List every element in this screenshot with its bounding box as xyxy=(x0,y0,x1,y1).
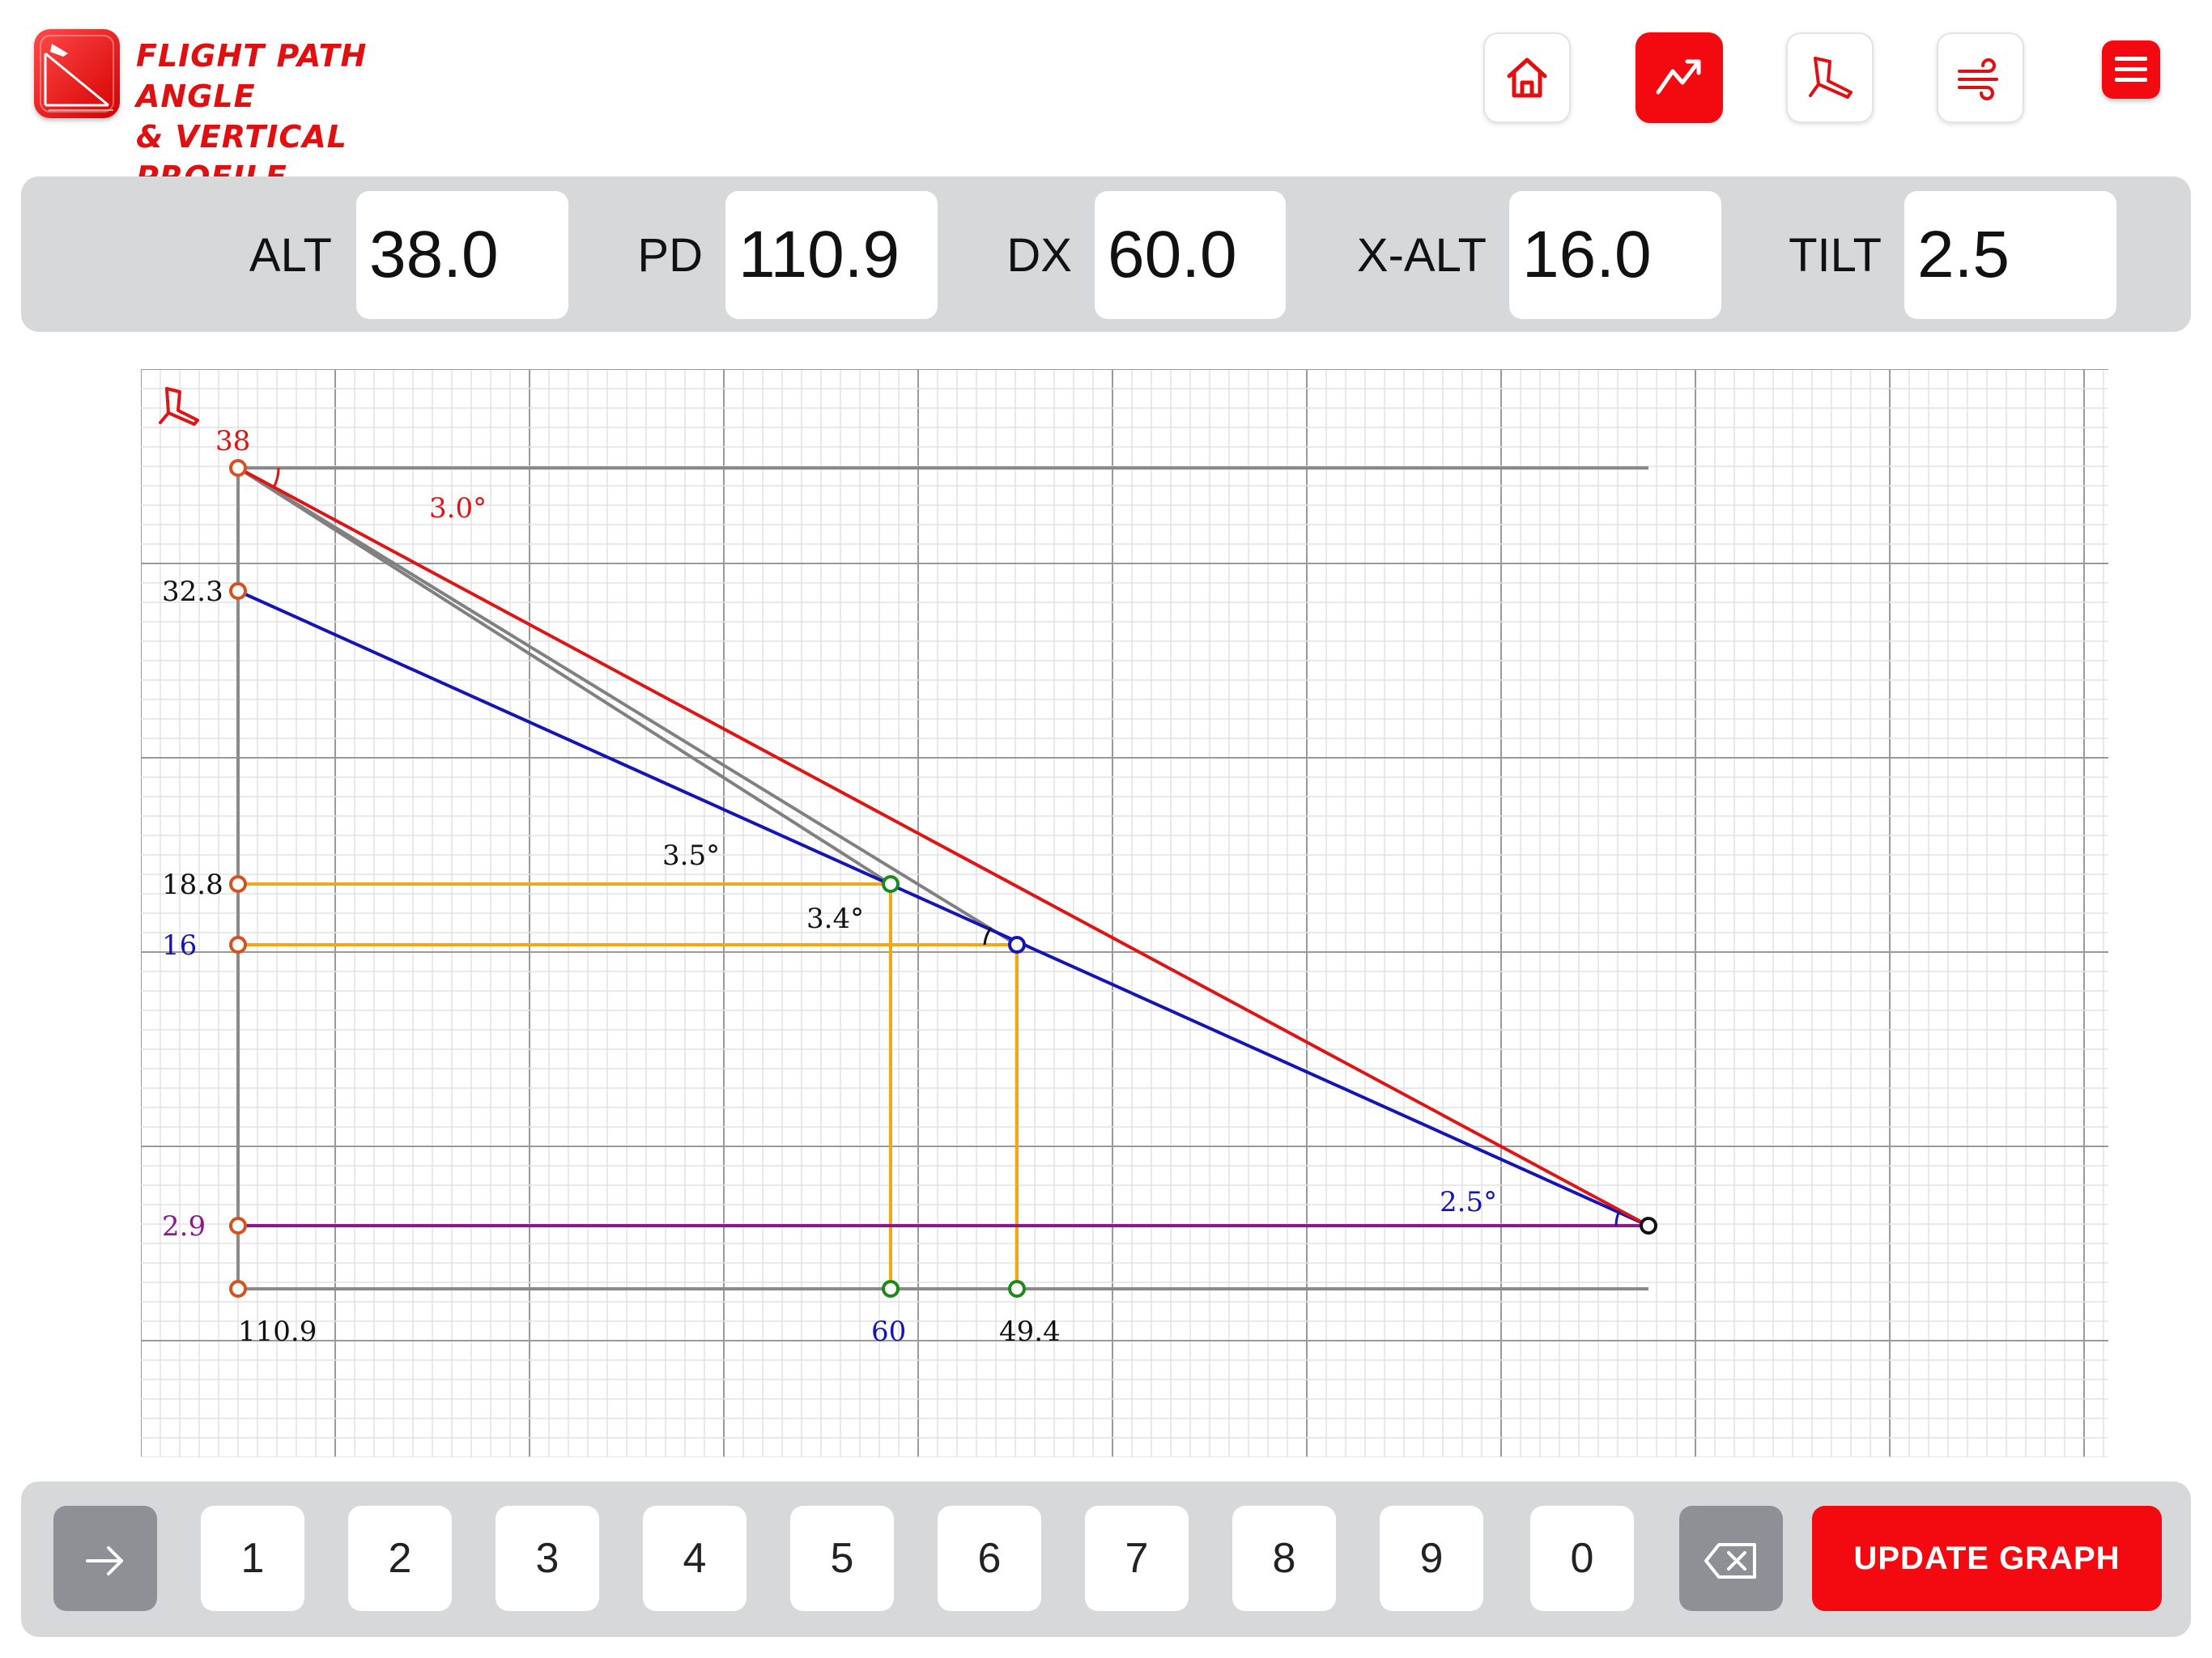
dx-label: DX xyxy=(1006,229,1072,282)
key-6[interactable]: 6 xyxy=(938,1506,1041,1611)
tilt-input[interactable]: 2.5 xyxy=(1904,191,2116,319)
backspace-icon xyxy=(1704,1543,1756,1579)
nav-home-button[interactable] xyxy=(1483,32,1571,123)
hamburger-menu-icon xyxy=(2115,57,2147,82)
point-threshold[interactable] xyxy=(1640,1217,1657,1235)
y-label-32-3: 32.3 xyxy=(162,576,223,608)
key-8[interactable]: 8 xyxy=(1232,1506,1336,1611)
app-logo xyxy=(34,29,120,118)
tilt-label: TILT xyxy=(1789,229,1882,282)
grey-line-1 xyxy=(236,466,892,886)
arrow-right-icon xyxy=(86,1546,123,1576)
pd-label: PD xyxy=(637,229,703,282)
y-label-top: 38 xyxy=(215,425,250,457)
x-label-49-4: 49.4 xyxy=(999,1316,1061,1348)
point-origin[interactable] xyxy=(229,1280,247,1298)
nav-wind-button[interactable] xyxy=(1937,32,2024,123)
pd-input[interactable]: 110.9 xyxy=(725,191,938,319)
angle-label-red: 3.0° xyxy=(429,492,487,525)
alt-input[interactable]: 38.0 xyxy=(356,191,568,319)
key-0[interactable]: 0 xyxy=(1530,1506,1634,1611)
menu-button[interactable] xyxy=(2102,40,2160,99)
grey-line-2 xyxy=(236,466,1019,946)
x-label-60: 60 xyxy=(871,1316,906,1348)
dx-input[interactable]: 60.0 xyxy=(1095,191,1286,319)
angle-label-tilt: 2.5° xyxy=(1440,1186,1497,1218)
key-1[interactable]: 1 xyxy=(201,1506,304,1611)
nav-landing-button[interactable] xyxy=(1786,32,1874,123)
trend-chart-icon xyxy=(1656,59,1701,95)
key-3[interactable]: 3 xyxy=(496,1506,599,1611)
y-label-2-9: 2.9 xyxy=(162,1210,206,1243)
y-label-16: 16 xyxy=(162,929,197,962)
blue-profile-line xyxy=(237,589,1649,1227)
y-label-18-8: 18.8 xyxy=(162,869,223,901)
red-profile-line xyxy=(237,466,1649,1227)
key-9[interactable]: 9 xyxy=(1380,1506,1483,1611)
angle-label-upper: 3.5° xyxy=(662,840,720,872)
point-2-9[interactable] xyxy=(229,1217,247,1235)
alt-label: ALT xyxy=(249,229,332,282)
key-2[interactable]: 2 xyxy=(348,1506,452,1611)
app-title: FLIGHT PATH ANGLE & VERTICAL PROFILE xyxy=(136,36,476,198)
app-title-line1: FLIGHT PATH ANGLE xyxy=(136,38,368,114)
point-green-60[interactable] xyxy=(882,1280,900,1298)
xalt-label: X-ALT xyxy=(1356,229,1487,282)
point-green-49-4[interactable] xyxy=(1008,1280,1026,1298)
point-18-8[interactable] xyxy=(229,875,247,893)
home-icon xyxy=(1507,57,1547,98)
enter-key[interactable] xyxy=(53,1506,157,1611)
key-7[interactable]: 7 xyxy=(1085,1506,1189,1611)
x-label-110-9: 110.9 xyxy=(238,1316,317,1348)
point-alt[interactable] xyxy=(229,459,247,477)
backspace-key[interactable] xyxy=(1679,1506,1783,1611)
aircraft-landing-icon xyxy=(1809,57,1853,99)
wind-icon xyxy=(1958,58,1998,100)
graph-canvas: 38 32.3 18.8 16 2.9 110.9 60 49.4 3.0° 3… xyxy=(140,368,2108,1458)
aircraft-landing-icon xyxy=(159,387,199,426)
graph-grid xyxy=(140,368,2108,1458)
lower-angle-arc xyxy=(983,927,993,946)
vertical-profile-graph[interactable]: 38 32.3 18.8 16 2.9 110.9 60 49.4 3.0° 3… xyxy=(140,368,2108,1458)
key-5[interactable]: 5 xyxy=(790,1506,894,1611)
tilt-angle-arc xyxy=(1614,1210,1621,1226)
key-4[interactable]: 4 xyxy=(643,1506,747,1611)
update-graph-button[interactable]: UPDATE GRAPH xyxy=(1812,1506,2162,1611)
point-16[interactable] xyxy=(229,936,247,954)
angle-label-lower: 3.4° xyxy=(806,903,864,935)
point-green-mid[interactable] xyxy=(882,875,900,893)
point-32-3[interactable] xyxy=(229,582,247,600)
nav-graph-button[interactable] xyxy=(1636,32,1723,123)
xalt-input[interactable]: 16.0 xyxy=(1509,191,1721,319)
logo-icon xyxy=(40,35,114,113)
point-blue-cross[interactable] xyxy=(1008,936,1026,954)
red-angle-arc xyxy=(272,467,280,488)
